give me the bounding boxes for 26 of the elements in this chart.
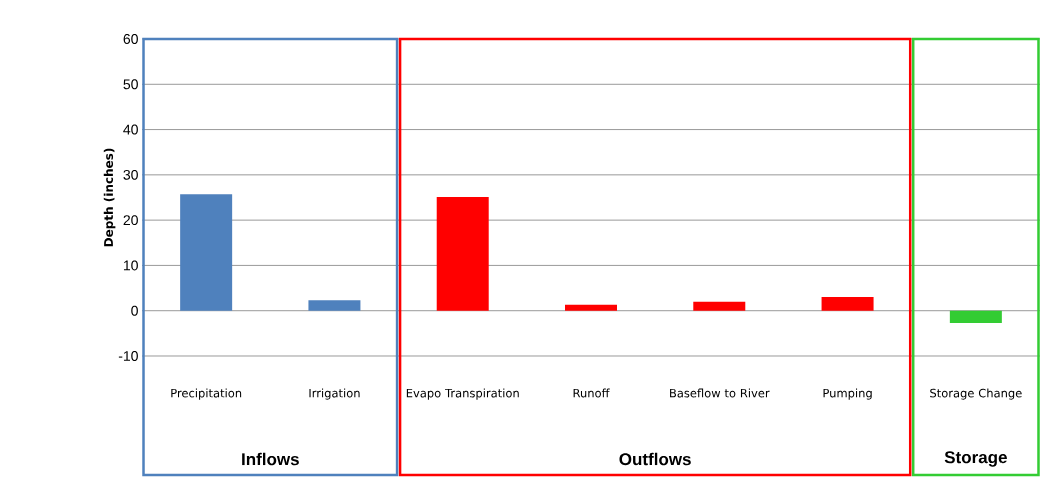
y-tick-label: -10 [118,351,138,361]
x-tick-label: Irrigation [309,388,360,400]
x-tick-label: Runoff [573,388,610,398]
y-tick-label: 40 [123,124,138,135]
bar [821,297,874,311]
x-tick-label: Precipitation [171,388,242,400]
text: Outflows [619,452,691,466]
bar [436,197,489,311]
y-tick-label: 30 [123,169,138,180]
y-tick-label: 60 [123,34,138,44]
text: Inflows [242,452,299,466]
x-tick-label: Baseflow to River [670,388,770,398]
bar [693,301,746,311]
bar [308,300,361,311]
y-tick-label: 50 [123,79,138,90]
bar [949,310,1002,323]
text: Storage [944,451,1007,467]
bar [565,304,617,311]
y-tick-label: 20 [123,215,138,226]
x-tick-label: Pumping [823,388,872,400]
y-axis-title: Depth (inches) [103,148,116,247]
y-tick-label: 0 [131,305,138,316]
y-tick-label: 10 [123,260,138,271]
bar [180,194,233,311]
x-tick-label: Evapo Transpiration [406,388,519,400]
x-tick-label: Storage Change [930,388,1022,400]
